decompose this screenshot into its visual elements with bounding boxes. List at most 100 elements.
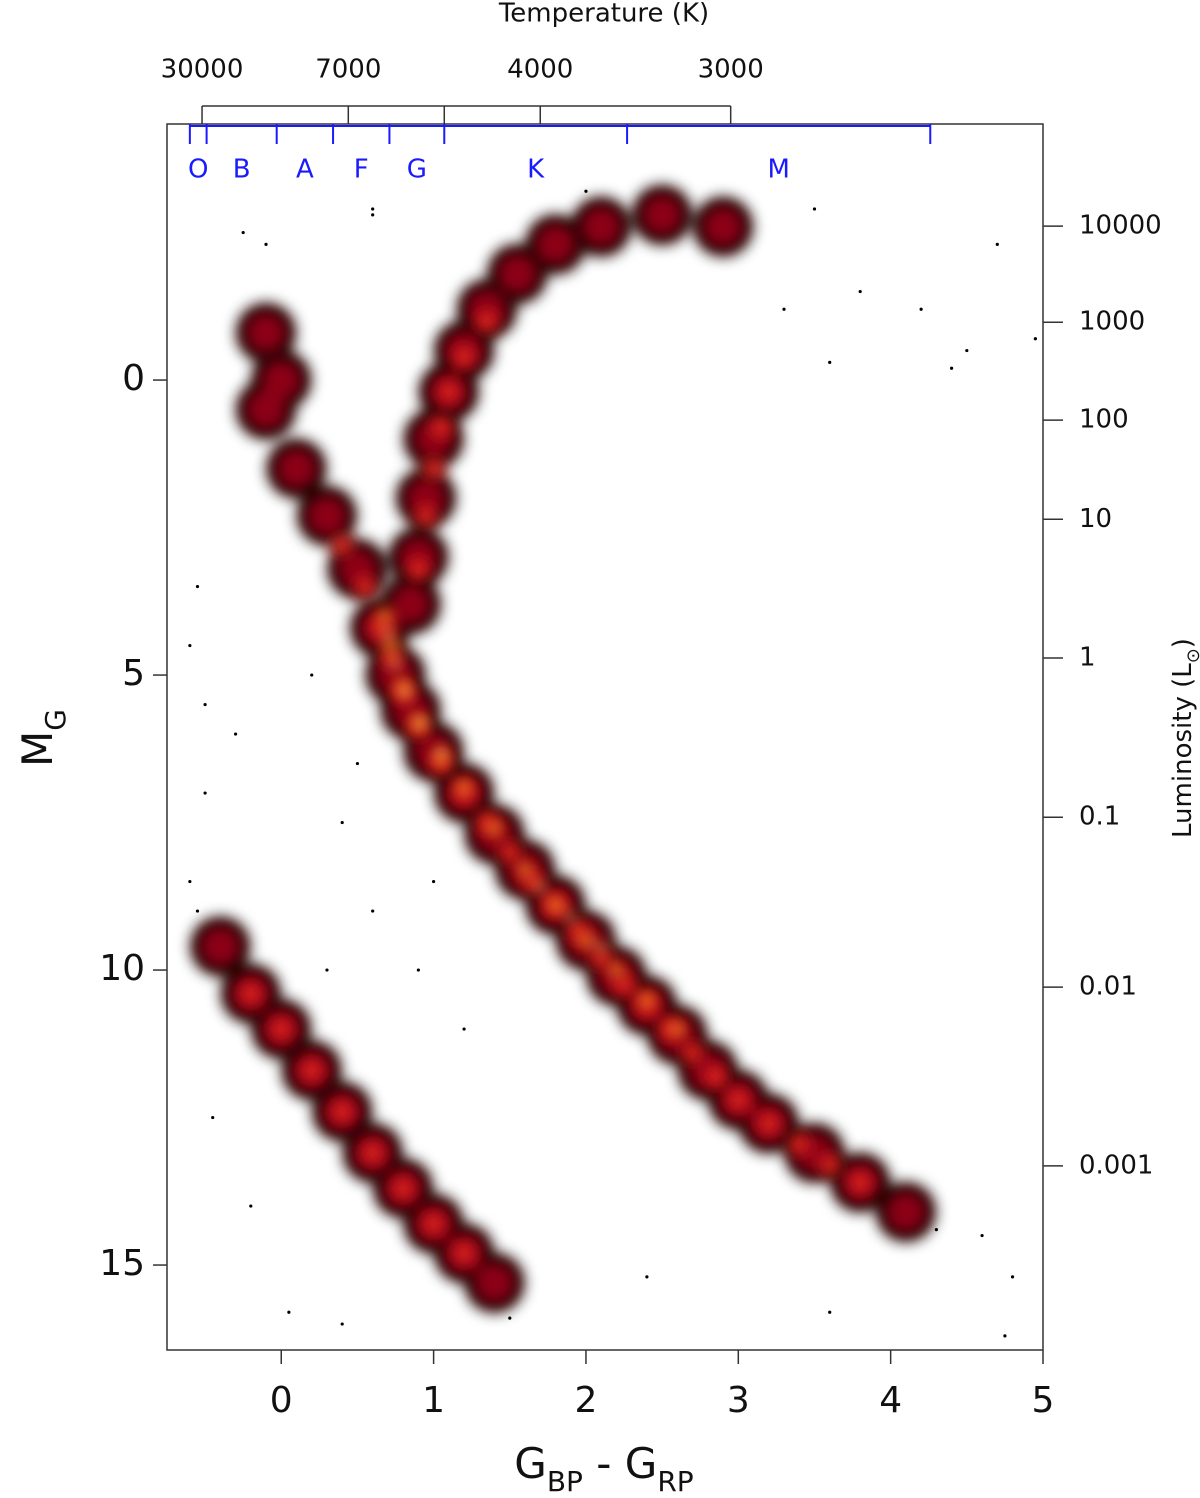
star-point bbox=[240, 983, 262, 1005]
star-point bbox=[782, 308, 785, 311]
top-tick-label: 30000 bbox=[161, 55, 244, 85]
y-tick-label: 5 bbox=[122, 653, 145, 694]
y2-title-part: ) bbox=[1168, 638, 1198, 648]
star-point bbox=[423, 458, 445, 480]
star-point bbox=[246, 313, 286, 353]
y2-tick-label: 1000 bbox=[1079, 307, 1145, 337]
spectral-label: G bbox=[407, 155, 427, 185]
star-point bbox=[371, 213, 374, 216]
star-point bbox=[859, 290, 862, 293]
y2-tick-label: 0.01 bbox=[1079, 972, 1137, 1002]
star-point bbox=[341, 821, 344, 824]
star-point bbox=[384, 630, 392, 638]
star-point bbox=[391, 584, 431, 624]
star-point bbox=[548, 898, 562, 912]
star-point bbox=[567, 913, 575, 921]
star-point bbox=[341, 1322, 344, 1325]
star-point bbox=[579, 934, 593, 948]
y2-tick-label: 0.001 bbox=[1079, 1150, 1153, 1180]
star-point bbox=[642, 195, 682, 235]
star-point bbox=[497, 254, 537, 294]
star-point bbox=[670, 1022, 684, 1036]
x-tick-label: 1 bbox=[422, 1380, 445, 1421]
star-point bbox=[276, 449, 316, 489]
star-point bbox=[457, 780, 471, 794]
star-point bbox=[392, 1177, 414, 1199]
star-point bbox=[590, 947, 612, 969]
star-point bbox=[518, 863, 532, 877]
star-point bbox=[417, 968, 420, 971]
x-tick-label: 2 bbox=[575, 1380, 598, 1421]
star-point bbox=[828, 1311, 831, 1314]
y2-axis-title: Luminosity (L⊙) bbox=[1168, 638, 1200, 838]
star-point bbox=[270, 1018, 292, 1040]
plot-frame bbox=[167, 124, 1043, 1350]
star-point bbox=[203, 791, 206, 794]
star-point bbox=[535, 224, 575, 264]
top-axis-title: Temperature (K) bbox=[498, 0, 709, 29]
star-point bbox=[1003, 1334, 1006, 1337]
x-tick-label: 4 bbox=[879, 1380, 902, 1421]
y-axis-title: MG bbox=[13, 709, 72, 767]
star-point bbox=[331, 534, 353, 556]
star-point bbox=[581, 207, 621, 247]
star-point bbox=[402, 689, 410, 697]
x-tick-label: 5 bbox=[1032, 1380, 1055, 1421]
star-point bbox=[188, 880, 191, 883]
y-tick-label: 10 bbox=[99, 948, 145, 989]
star-point bbox=[640, 993, 654, 1007]
star-point bbox=[828, 361, 831, 364]
star-point bbox=[488, 821, 502, 835]
star-point bbox=[415, 505, 437, 527]
star-point bbox=[423, 1213, 445, 1235]
y-tick-label: 0 bbox=[122, 358, 145, 399]
star-point bbox=[234, 732, 237, 735]
x-title-part: - G bbox=[583, 1439, 657, 1488]
star-point bbox=[242, 231, 245, 234]
star-point bbox=[965, 349, 968, 352]
x-title-sub: BP bbox=[547, 1465, 583, 1495]
y2-tick-label: 10 bbox=[1079, 504, 1112, 534]
star-point bbox=[682, 1042, 704, 1064]
star-point bbox=[758, 1112, 780, 1134]
star-point bbox=[703, 207, 743, 247]
star-point bbox=[438, 381, 460, 403]
y-tick-label: 15 bbox=[99, 1243, 145, 1284]
star-point bbox=[356, 762, 359, 765]
density-layer bbox=[188, 190, 1037, 1338]
star-point bbox=[1011, 1275, 1014, 1278]
star-point bbox=[788, 1133, 810, 1155]
y2-tick-label: 10000 bbox=[1079, 211, 1162, 241]
star-point bbox=[453, 345, 475, 367]
spectral-label: F bbox=[354, 155, 369, 185]
star-point bbox=[980, 1234, 983, 1237]
star-point bbox=[261, 360, 301, 400]
star-point bbox=[430, 416, 452, 438]
x-tick-label: 0 bbox=[270, 1380, 293, 1421]
star-point bbox=[920, 308, 923, 311]
star-point bbox=[371, 909, 374, 912]
star-point bbox=[536, 883, 544, 891]
star-point bbox=[475, 1263, 515, 1303]
spectral-label: A bbox=[296, 155, 314, 185]
star-point bbox=[704, 1065, 726, 1087]
star-point bbox=[499, 841, 521, 863]
x-axis-title: GBP - GRP bbox=[514, 1439, 693, 1495]
star-point bbox=[307, 496, 347, 536]
density-layer bbox=[200, 195, 926, 1303]
star-point bbox=[645, 1275, 648, 1278]
star-point bbox=[407, 558, 429, 580]
star-point bbox=[196, 909, 199, 912]
star-point bbox=[462, 1027, 465, 1030]
spectral-label: O bbox=[188, 155, 208, 185]
y-title-part: M bbox=[13, 731, 62, 767]
star-point bbox=[384, 639, 398, 653]
star-point bbox=[453, 1242, 475, 1264]
star-point bbox=[196, 585, 199, 588]
top-tick-label: 4000 bbox=[507, 55, 573, 85]
star-point bbox=[392, 659, 400, 667]
y2-title-sub: ⊙ bbox=[1183, 648, 1200, 663]
star-point bbox=[727, 1089, 749, 1111]
star-point bbox=[935, 1228, 938, 1231]
